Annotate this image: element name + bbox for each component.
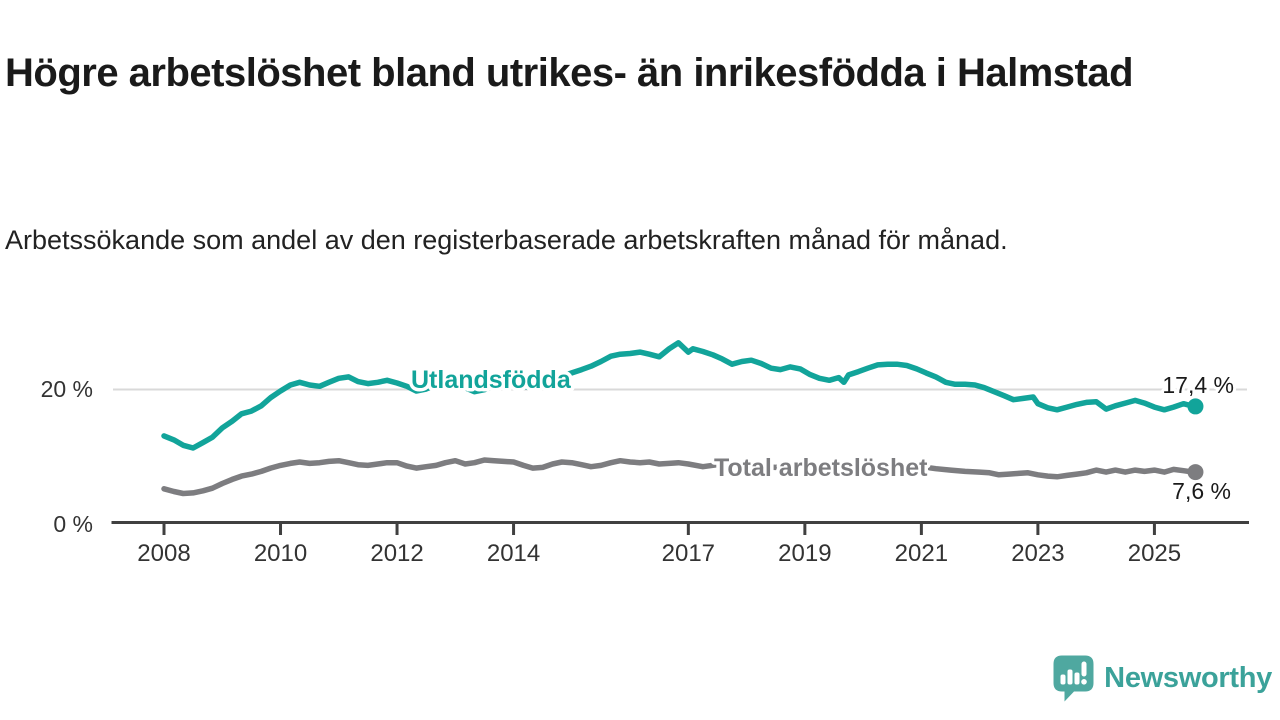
series-line-1 — [161, 457, 1197, 497]
x-axis-label-2025: 2025 — [1128, 540, 1181, 567]
x-axis-label-2019: 2019 — [778, 540, 831, 567]
series-end-value-1: 7,6 % — [1172, 478, 1231, 504]
y-axis-label-20: 20 % — [41, 376, 93, 402]
x-axis-label-2010: 2010 — [254, 540, 307, 567]
x-axis-label-2017: 2017 — [662, 540, 715, 567]
series-label-0: Utlandsfödda — [411, 366, 572, 394]
series-end-dot-0 — [1187, 398, 1204, 415]
page-subtitle: Arbetssökande som andel av den registerb… — [5, 225, 1008, 255]
series-end-dot-1 — [1187, 464, 1204, 481]
x-axis-label-2021: 2021 — [895, 540, 948, 567]
newsworthy-logo-icon — [1053, 655, 1094, 702]
x-axis-label-2014: 2014 — [487, 540, 540, 567]
brand-name: Newsworthy — [1104, 662, 1272, 694]
newsworthy-brand: Newsworthy — [1053, 655, 1272, 702]
series-line-0 — [161, 340, 1197, 451]
page-title: Högre arbetslöshet bland utrikes- än inr… — [5, 50, 1134, 95]
chart-labels: Utlandsfödda Total arbetslöshet 17,4 % 7,6 … — [408, 363, 1238, 508]
x-axis-label-2023: 2023 — [1011, 540, 1064, 567]
chart-series-lines — [161, 340, 1204, 497]
series-end-value-0: 17,4 % — [1162, 372, 1234, 398]
chart-axis: 0 % 20 % 2008 2010 2012 2014 2017 2019 2021 2023 2… — [41, 376, 1249, 567]
series-label-1: Total arbetslöshet — [714, 454, 928, 482]
y-axis-label-0: 0 % — [53, 511, 93, 537]
x-axis-label-2008: 2008 — [137, 540, 190, 567]
x-axis-label-2012: 2012 — [370, 540, 423, 567]
